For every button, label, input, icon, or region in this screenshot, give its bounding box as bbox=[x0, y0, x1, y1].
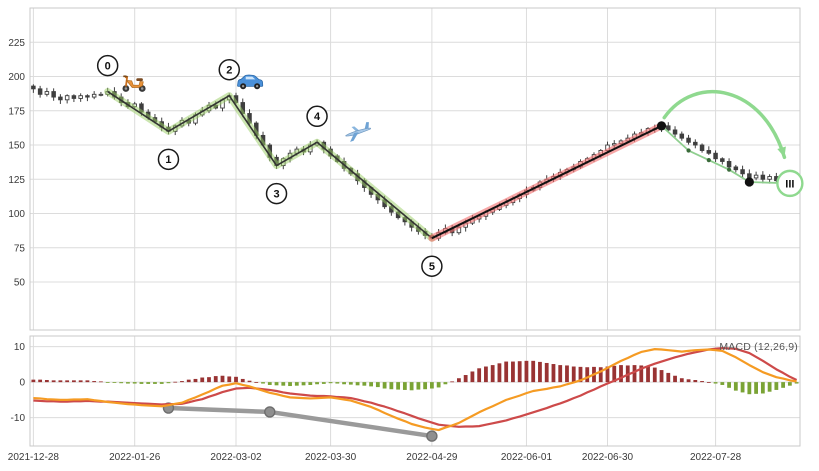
svg-text:2022-03-30: 2022-03-30 bbox=[305, 452, 357, 463]
svg-text:III: III bbox=[785, 178, 794, 190]
elliott-wave-line bbox=[104, 88, 436, 242]
svg-text:3: 3 bbox=[273, 188, 279, 200]
impulse-line bbox=[428, 122, 666, 242]
svg-text:1: 1 bbox=[165, 154, 171, 166]
svg-text:200: 200 bbox=[8, 72, 25, 83]
plane-icon bbox=[345, 122, 372, 142]
svg-text:2021-12-28: 2021-12-28 bbox=[8, 452, 60, 463]
svg-text:0: 0 bbox=[19, 378, 25, 389]
macd-indicator-label: MACD (12,26,9) bbox=[719, 341, 798, 353]
svg-text:75: 75 bbox=[14, 243, 26, 254]
svg-text:-10: -10 bbox=[11, 413, 26, 424]
svg-text:0: 0 bbox=[105, 60, 111, 72]
svg-text:4: 4 bbox=[314, 111, 321, 123]
svg-text:2022-01-26: 2022-01-26 bbox=[109, 452, 161, 463]
target-badge: III bbox=[776, 169, 804, 198]
price-panel-border bbox=[29, 7, 801, 331]
svg-text:5: 5 bbox=[429, 261, 435, 273]
pivot-marker-dots bbox=[656, 121, 754, 187]
svg-text:175: 175 bbox=[8, 106, 25, 117]
svg-text:225: 225 bbox=[8, 38, 25, 49]
svg-text:125: 125 bbox=[8, 175, 25, 186]
svg-text:50: 50 bbox=[14, 278, 26, 289]
projection-arrow bbox=[662, 90, 787, 160]
macd-signal-line bbox=[33, 346, 798, 428]
svg-text:2022-03-02: 2022-03-02 bbox=[210, 452, 262, 463]
svg-text:2022-06-01: 2022-06-01 bbox=[501, 452, 553, 463]
macd-panel-border bbox=[29, 335, 801, 447]
svg-text:2022-06-30: 2022-06-30 bbox=[582, 452, 634, 463]
svg-text:2: 2 bbox=[226, 64, 232, 76]
macd-line bbox=[33, 348, 797, 432]
wave-number-labels: 0 1 2 3 4 5 bbox=[96, 54, 443, 277]
scooter-icon bbox=[122, 75, 146, 92]
car-icon bbox=[237, 74, 264, 90]
svg-text:10: 10 bbox=[14, 342, 26, 353]
svg-text:150: 150 bbox=[8, 141, 25, 152]
svg-text:2022-04-29: 2022-04-29 bbox=[406, 452, 458, 463]
svg-text:2022-07-28: 2022-07-28 bbox=[690, 452, 742, 463]
svg-text:100: 100 bbox=[8, 209, 25, 220]
